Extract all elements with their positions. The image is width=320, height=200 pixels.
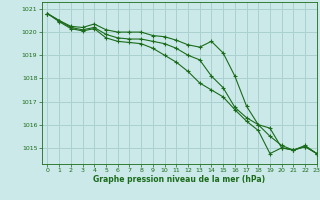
X-axis label: Graphe pression niveau de la mer (hPa): Graphe pression niveau de la mer (hPa) [93,175,265,184]
